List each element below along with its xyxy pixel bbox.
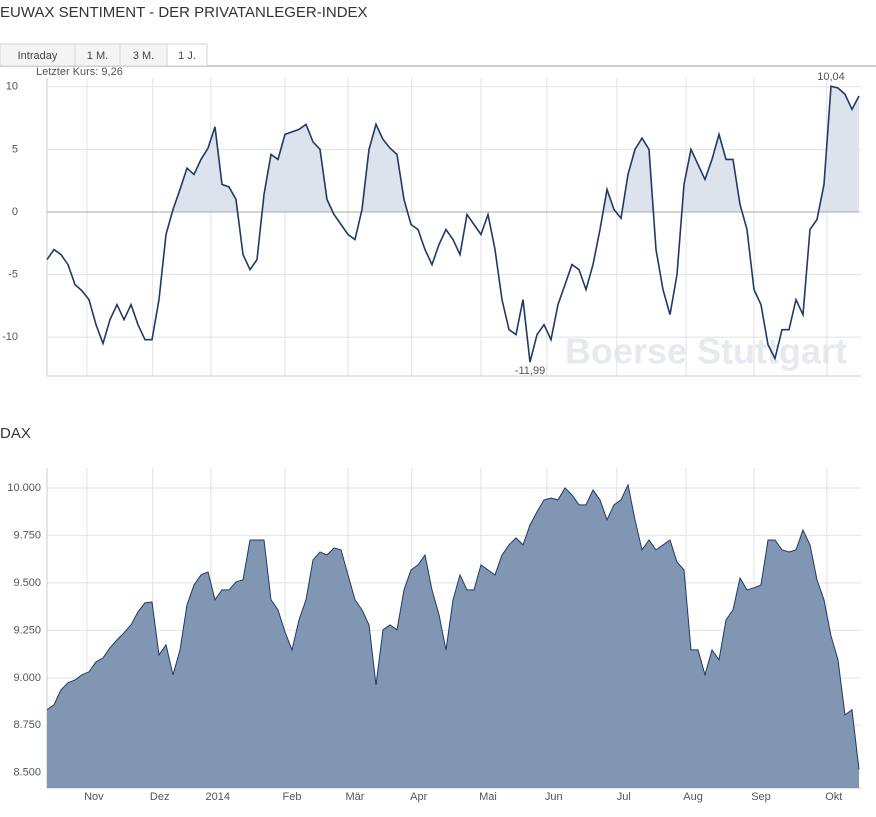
- y-tick-label: 10.000: [7, 482, 41, 494]
- x-tick-label: Mär: [346, 791, 365, 803]
- x-tick-label: Apr: [410, 791, 427, 803]
- y-tick-label: -5: [8, 268, 18, 280]
- y-tick-label: 9.500: [13, 577, 41, 589]
- x-tick-label: Sep: [751, 791, 771, 803]
- line: [46, 483, 860, 770]
- positive-area: [172, 86, 859, 212]
- x-tick-label: Aug: [683, 791, 703, 803]
- tab[interactable]: [166, 43, 208, 67]
- y-tick-label: 9.000: [13, 672, 41, 684]
- x-tick-label: 2014: [206, 791, 230, 803]
- x-tick-label: Feb: [283, 791, 302, 803]
- y-tick-label: 10: [6, 81, 18, 93]
- y-tick-label: 8.500: [13, 767, 41, 779]
- y-tick-label: 8.750: [13, 719, 41, 731]
- x-tick-label: Nov: [84, 791, 104, 803]
- y-tick-label: 0: [12, 206, 18, 218]
- y-tick-label: 9.250: [13, 624, 41, 636]
- chart-title: DAX: [0, 425, 31, 442]
- x-tick-label: Dez: [150, 791, 170, 803]
- chart-title: EUWAX SENTIMENT - DER PRIVATANLEGER-INDE…: [0, 4, 368, 21]
- tab-label[interactable]: Intraday: [18, 50, 58, 62]
- x-tick-label: Mai: [479, 791, 497, 803]
- tab-label[interactable]: 1 J.: [178, 50, 196, 62]
- x-tick-label: Okt: [825, 791, 842, 803]
- area: [47, 484, 859, 788]
- y-tick-label: 9.750: [13, 529, 41, 541]
- x-tick-label: Jun: [545, 791, 563, 803]
- watermark: Boerse Stuttgart: [565, 331, 847, 372]
- annotation: 10,04: [817, 71, 845, 83]
- y-tick-label: 5: [12, 143, 18, 155]
- last-price: Letzter Kurs: 9,26: [36, 66, 123, 78]
- tab-label[interactable]: 1 M.: [87, 50, 108, 62]
- y-tick-label: -10: [2, 331, 18, 343]
- x-tick-label: Jul: [617, 791, 631, 803]
- tab-label[interactable]: 3 M.: [133, 50, 154, 62]
- line: [46, 85, 860, 363]
- annotation: -11,99: [515, 365, 545, 377]
